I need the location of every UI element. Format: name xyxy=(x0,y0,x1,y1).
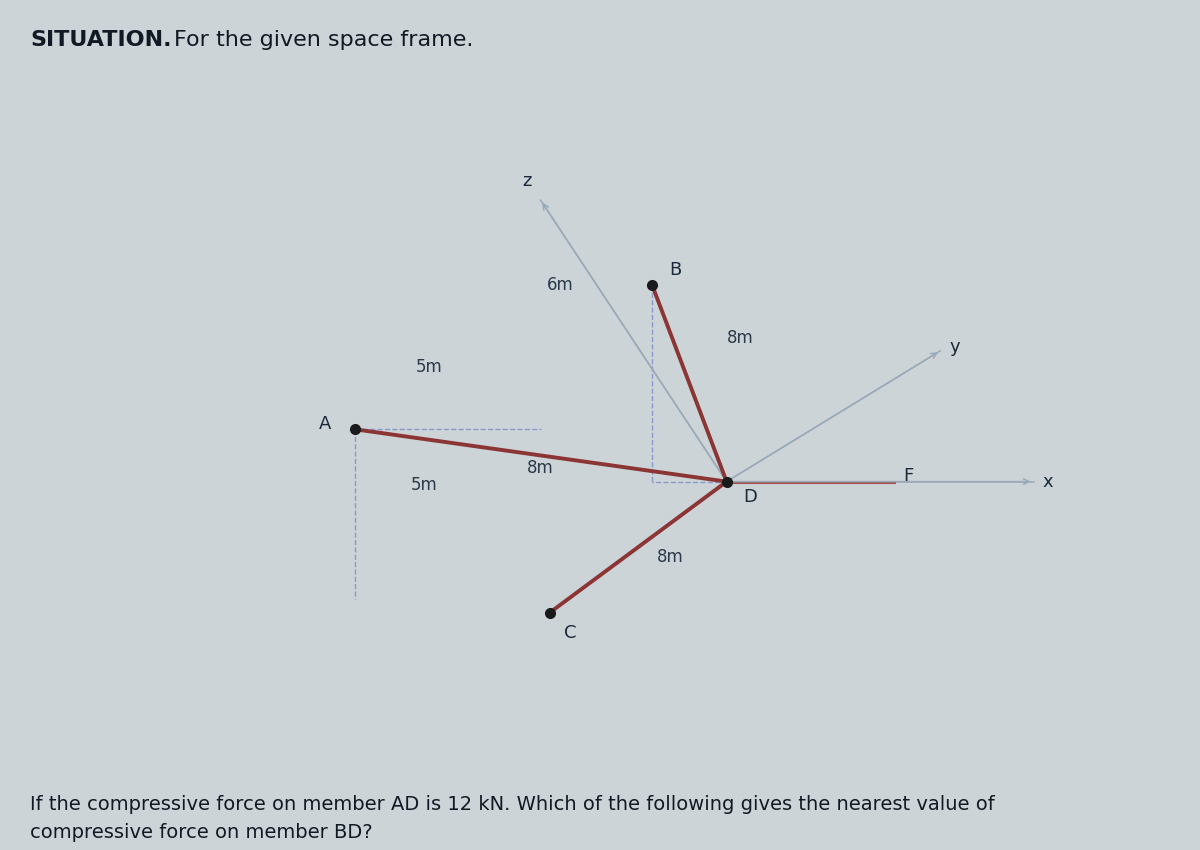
Text: For the given space frame.: For the given space frame. xyxy=(174,30,473,50)
Text: If the compressive force on member AD is 12 kN. Which of the following gives the: If the compressive force on member AD is… xyxy=(30,795,995,842)
Text: 6m: 6m xyxy=(546,276,574,294)
Text: A: A xyxy=(319,415,331,433)
Text: 5m: 5m xyxy=(415,358,443,376)
Text: F: F xyxy=(904,468,913,485)
Text: B: B xyxy=(668,261,682,279)
Text: 8m: 8m xyxy=(656,548,684,566)
Text: SITUATION.: SITUATION. xyxy=(30,30,172,50)
Text: C: C xyxy=(564,624,576,643)
Text: z: z xyxy=(522,173,532,190)
Text: 5m: 5m xyxy=(410,476,438,494)
Text: 8m: 8m xyxy=(527,459,554,477)
Text: y: y xyxy=(950,338,960,356)
Text: 8m: 8m xyxy=(727,329,754,347)
Text: D: D xyxy=(743,488,757,506)
Text: x: x xyxy=(1043,473,1054,490)
